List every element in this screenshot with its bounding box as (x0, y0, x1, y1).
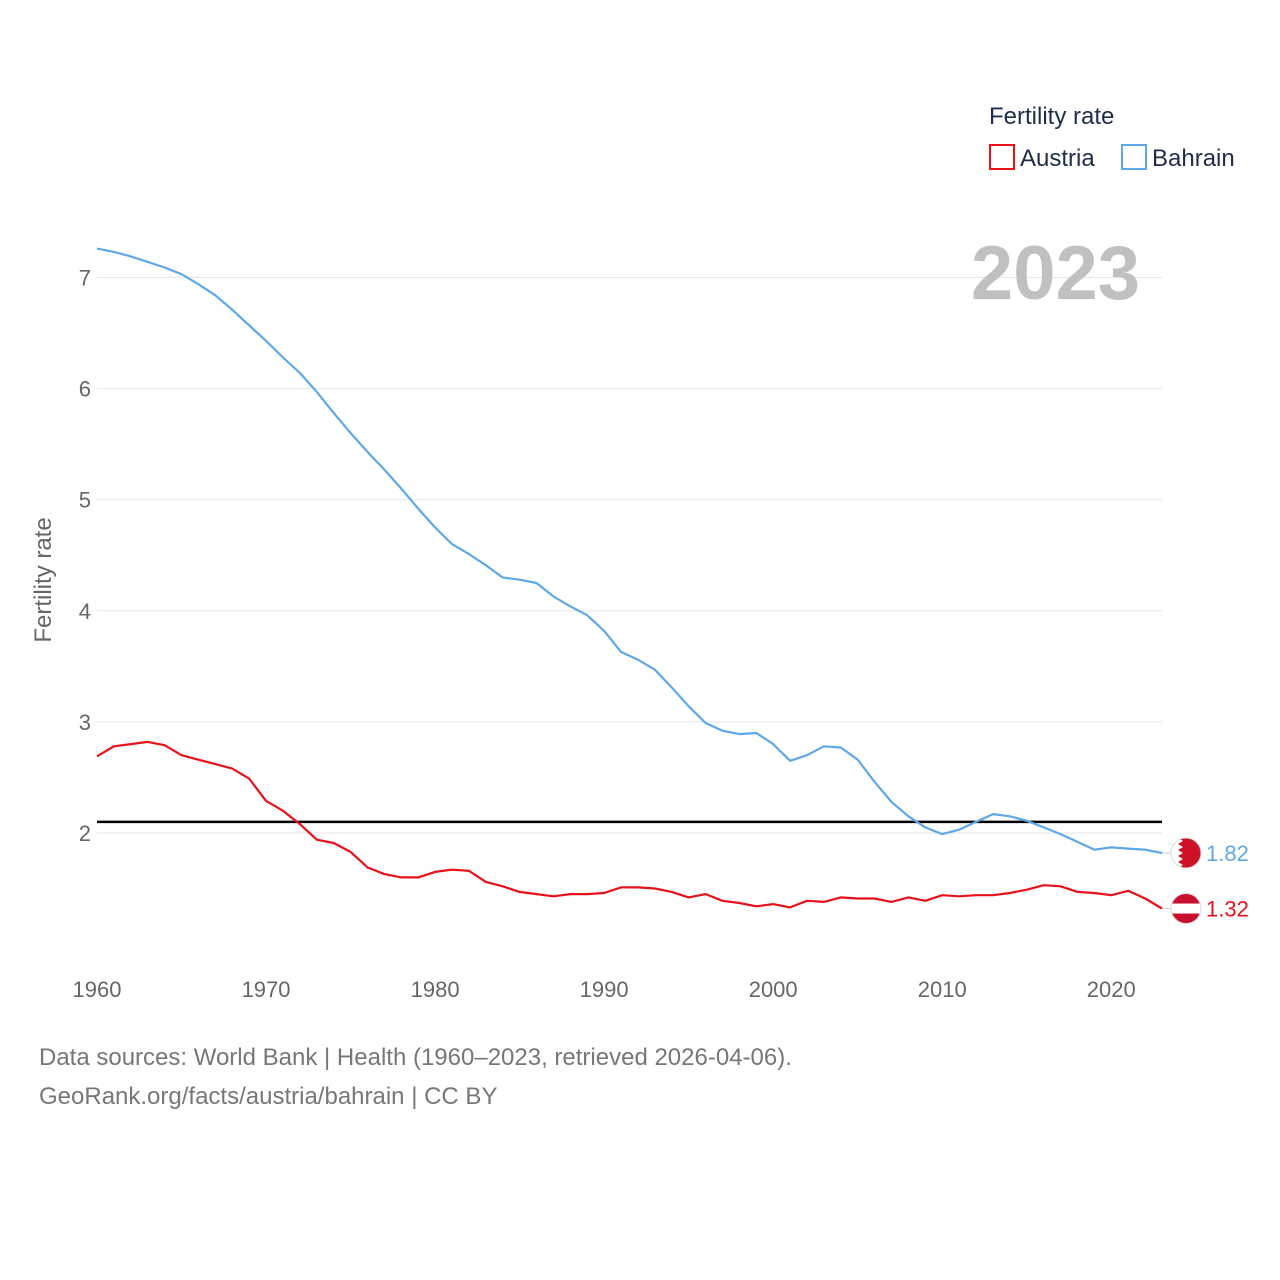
year-label: 2023 (971, 231, 1140, 316)
y-axis-ticks: 2 3 4 5 6 7 (79, 266, 91, 847)
series-lines (96, 247, 1163, 910)
fertility-rate-chart: 2 3 4 5 6 7 1960 1970 1980 1990 2000 2010 2020 1.32… (30, 103, 1249, 1002)
x-tick-label-1960: 1960 (73, 977, 122, 1002)
legend-item-austria[interactable]: Austria (989, 144, 1095, 172)
legend-label-bahrain: Bahrain (1152, 145, 1235, 172)
x-tick-label-1990: 1990 (580, 977, 629, 1002)
x-tick-label-1980: 1980 (411, 977, 460, 1002)
y-tick-label-6: 6 (79, 377, 91, 402)
series-line-bahrain[interactable] (96, 247, 1163, 855)
legend-item-bahrain[interactable]: Bahrain (1121, 144, 1235, 172)
y-tick-label-4: 4 (79, 599, 91, 624)
y-tick-label-3: 3 (79, 710, 91, 735)
end-label-bahrain: 1.82 (1206, 841, 1249, 866)
y-axis-title: Fertility rate (30, 517, 57, 642)
legend-label-austria: Austria (1020, 145, 1095, 172)
y-tick-label-2: 2 (79, 821, 91, 846)
y-tick-label-5: 5 (79, 488, 91, 513)
x-tick-label-2000: 2000 (749, 977, 798, 1002)
legend-title: Fertility rate (989, 103, 1114, 130)
footer-sources: Data sources: World Bank | Health (1960–… (39, 1044, 792, 1071)
y-tick-label-7: 7 (79, 266, 91, 291)
end-label-austria: 1.32 (1206, 897, 1249, 922)
series-line-austria[interactable] (96, 740, 1163, 910)
footer-attribution[interactable]: GeoRank.org/facts/austria/bahrain | CC B… (39, 1083, 498, 1110)
x-tick-label-2010: 2010 (918, 977, 967, 1002)
x-tick-label-2020: 2020 (1087, 977, 1136, 1002)
x-axis-ticks: 1960 1970 1980 1990 2000 2010 2020 (73, 977, 1136, 1002)
austria-flag-icon (1170, 893, 1202, 925)
gridlines (97, 277, 1162, 834)
bahrain-flag-icon (1170, 837, 1202, 869)
legend: Fertility rate Austria Bahrain (989, 103, 1235, 172)
legend-swatch-austria (989, 144, 1015, 170)
legend-swatch-bahrain (1121, 144, 1147, 170)
series-end-markers: 1.32 1.82 (1162, 837, 1249, 925)
x-tick-label-1970: 1970 (242, 977, 291, 1002)
